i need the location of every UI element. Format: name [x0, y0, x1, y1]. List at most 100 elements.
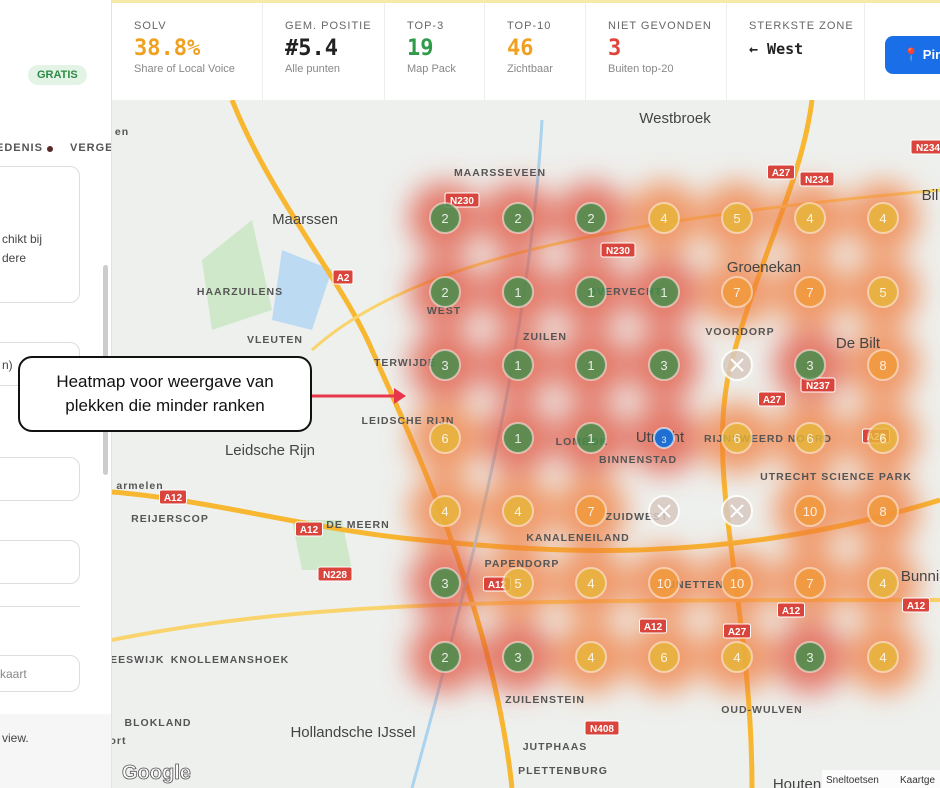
- rank-marker: [794, 641, 826, 673]
- place-label: UTRECHT SCIENCE PARK: [760, 471, 912, 483]
- road-label: N237: [806, 381, 830, 392]
- stat: TOP-3 19 Map Pack: [385, 3, 485, 100]
- rank-label: 10: [730, 576, 744, 591]
- rank-label: 7: [587, 504, 594, 519]
- rank-marker: [575, 495, 607, 527]
- footer-link: Kaartge: [900, 775, 935, 786]
- rank-label: 3: [441, 358, 448, 373]
- rank-label: 3: [661, 435, 666, 445]
- x-icon: [730, 358, 744, 372]
- place-label: armelen: [116, 480, 163, 492]
- rank-marker: [648, 349, 680, 381]
- place-label: HEESWIJK: [112, 654, 164, 666]
- rank-marker: [502, 495, 534, 527]
- dot: [47, 146, 53, 152]
- road-shield: [758, 391, 786, 407]
- footer: [0, 714, 111, 788]
- tab[interactable]: VERGE: [70, 142, 112, 154]
- input[interactable]: [0, 655, 80, 692]
- stat-value: 3: [608, 36, 622, 61]
- rank-marker: [429, 349, 461, 381]
- map[interactable]: Westbroek MAARSSEVEEN Maarssen HAARZUILENS V…: [112, 100, 940, 788]
- rank-label: 7: [733, 285, 740, 300]
- road-label: A12: [907, 601, 926, 612]
- rank-marker: [721, 422, 753, 454]
- stat: NIET GEVONDEN 3 Buiten top-20: [586, 3, 727, 100]
- rank-marker: [794, 202, 826, 234]
- badge: GRATIS: [28, 65, 87, 85]
- place-label: De Bilt: [836, 335, 881, 352]
- place-label: VLEUTEN: [247, 334, 303, 346]
- rank-label: 2: [441, 650, 448, 665]
- road-shield: [902, 597, 930, 613]
- place-label: Groenekan: [727, 259, 801, 276]
- stat-sub: Map Pack: [407, 63, 456, 75]
- stat: TOP-10 46 Zichtbaar: [485, 3, 586, 100]
- input[interactable]: [0, 540, 80, 584]
- road-label: N408: [590, 724, 614, 735]
- rank-marker: [648, 202, 680, 234]
- place-label: Bil: [922, 187, 939, 204]
- rank-marker: [721, 202, 753, 234]
- rank-marker: [429, 641, 461, 673]
- google-logo: Google: [122, 762, 191, 784]
- rank-label: 10: [803, 504, 817, 519]
- road-shield: [767, 164, 795, 180]
- road-shield: [777, 602, 805, 618]
- place-label: OUD-WULVEN: [721, 704, 803, 716]
- rank-label: 2: [587, 211, 594, 226]
- stat-label: TOP-10: [507, 20, 552, 32]
- rank-marker: [575, 567, 607, 599]
- stat-label: SOLV: [134, 20, 167, 32]
- stat-label: NIET GEVONDEN: [608, 20, 712, 32]
- road-label: A12: [644, 622, 663, 633]
- stat: STERKSTE ZONE ← West: [727, 3, 865, 100]
- rank-label: 4: [733, 650, 740, 665]
- text: n): [2, 358, 13, 372]
- stat-label: STERKSTE ZONE: [749, 20, 854, 32]
- stat-sub: Buiten top-20: [608, 63, 674, 75]
- place-label: Houten: [773, 776, 821, 788]
- rank-marker: [867, 641, 899, 673]
- rank-label: 4: [879, 576, 886, 591]
- rank-marker: [429, 276, 461, 308]
- x-icon: [657, 504, 671, 518]
- rank-label: 3: [806, 358, 813, 373]
- rank-label: 7: [806, 285, 813, 300]
- rank-marker: [867, 495, 899, 527]
- place-label: JUTPHAAS: [523, 741, 588, 753]
- rank-label: 10: [657, 576, 671, 591]
- rank-label: 5: [879, 285, 886, 300]
- rank-marker: [502, 641, 534, 673]
- pin-button[interactable]: 📍 Pin: [885, 36, 940, 74]
- place-label: KNOLLEMANSHOEK: [171, 654, 289, 666]
- place-label: Leidsche Rijn: [225, 442, 315, 459]
- road-label: A12: [488, 580, 507, 591]
- rank-marker: [575, 202, 607, 234]
- rank-label: 6: [660, 650, 667, 665]
- place-label: BINNENSTAD: [599, 454, 677, 466]
- place-label: BLOKLAND: [125, 717, 192, 729]
- road-label: A12: [782, 606, 801, 617]
- rank-label: 2: [441, 211, 448, 226]
- place-label: Westbroek: [639, 110, 711, 127]
- input[interactable]: [0, 457, 80, 501]
- rank-label: 6: [733, 431, 740, 446]
- rank-marker: [575, 276, 607, 308]
- rank-marker: [794, 276, 826, 308]
- rank-marker: [867, 422, 899, 454]
- stat-value: 46: [507, 36, 534, 61]
- rank-marker: [867, 202, 899, 234]
- road-shield: [910, 139, 940, 155]
- place-label: HAARZUILENS: [197, 286, 283, 298]
- stat-value: 19: [407, 36, 434, 61]
- rank-label: 3: [806, 650, 813, 665]
- place-label: ZUILENSTEIN: [505, 694, 585, 706]
- rank-label: 6: [806, 431, 813, 446]
- stat-label: TOP-3: [407, 20, 445, 32]
- rank-marker: [429, 567, 461, 599]
- rank-label: 4: [514, 504, 521, 519]
- tab[interactable]: EDENIS: [0, 142, 43, 154]
- place-label: DE MEERN: [326, 519, 389, 531]
